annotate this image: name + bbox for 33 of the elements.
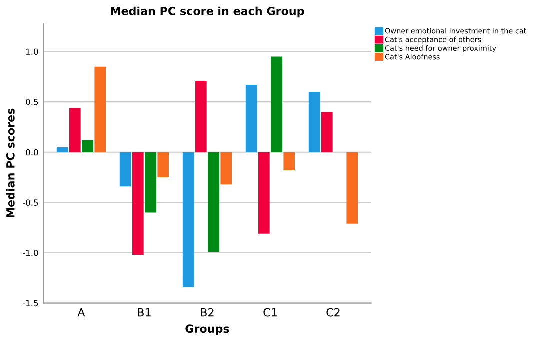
bar [246, 84, 258, 152]
x-tick-label: B2 [201, 308, 214, 317]
y-tick-label: 0.5 [26, 99, 38, 106]
bar [145, 152, 156, 213]
y-tick-label: 0.0 [26, 149, 38, 156]
y-tick-label: -1.0 [22, 250, 38, 256]
x-tick-label: A [78, 308, 86, 317]
bar [182, 152, 194, 288]
bar [196, 80, 207, 152]
x-tick-label: B1 [138, 308, 151, 317]
bar [158, 152, 170, 178]
bar [258, 152, 270, 234]
bar [346, 152, 358, 224]
x-axis-title: Groups [186, 324, 230, 336]
chart-title: Median PC score in each Group [111, 6, 304, 18]
bar [120, 152, 132, 187]
bar [322, 112, 333, 152]
x-tick-label: C2 [326, 308, 340, 317]
y-tick-label: -1.5 [22, 300, 38, 307]
bar [220, 152, 232, 185]
bar [132, 152, 144, 256]
bar [82, 140, 94, 152]
bar [56, 147, 68, 152]
bar [208, 152, 220, 252]
y-tick-label: 1.0 [26, 48, 38, 56]
bar [271, 56, 282, 152]
bar [70, 108, 81, 152]
x-tick-label: C1 [264, 308, 277, 317]
y-axis-title: Median PC scores [6, 108, 15, 218]
bar [308, 92, 320, 152]
bar [284, 152, 296, 170]
y-tick-label: -0.5 [22, 200, 38, 206]
bar [94, 66, 106, 152]
